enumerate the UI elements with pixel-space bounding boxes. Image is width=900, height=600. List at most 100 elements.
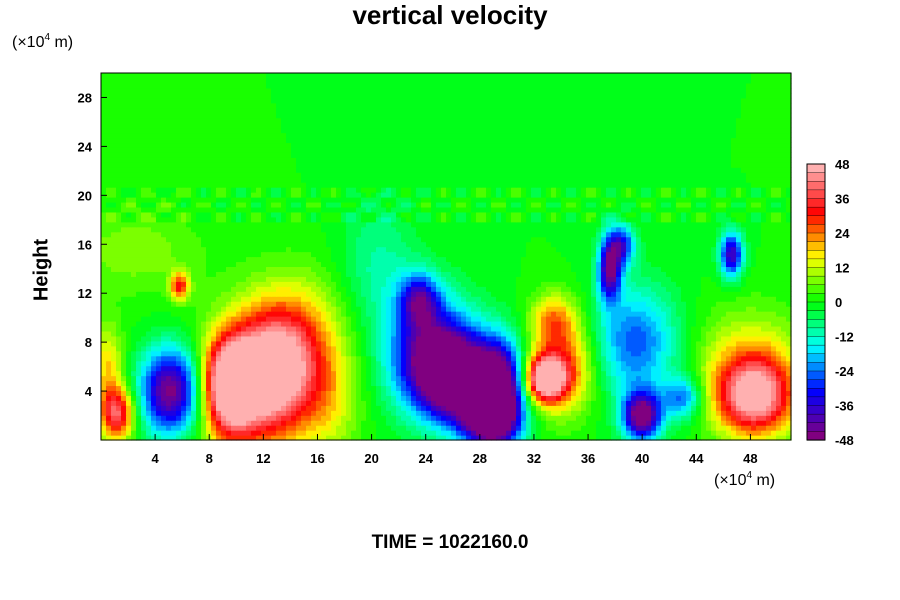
heatmap-cell (451, 281, 457, 287)
heatmap-cell (356, 410, 362, 416)
heatmap-cell (676, 370, 682, 377)
heatmap-cell (411, 435, 417, 441)
heatmap-cell (131, 296, 137, 302)
heatmap-cell (751, 276, 757, 282)
heatmap-cell (601, 325, 607, 332)
heatmap-cell (736, 311, 742, 317)
heatmap-cell (781, 291, 787, 297)
heatmap-cell (111, 271, 117, 277)
heatmap-cell (436, 345, 442, 352)
heatmap-cell (771, 296, 777, 302)
heatmap-cell (456, 316, 462, 322)
heatmap-cell (481, 385, 487, 392)
heatmap-cell (361, 375, 367, 382)
heatmap-cell (271, 360, 277, 367)
heatmap-cell (671, 316, 677, 322)
heatmap-cell (451, 400, 457, 406)
heatmap-cell (751, 380, 757, 387)
heatmap-cell (391, 375, 397, 382)
heatmap-cell (111, 330, 117, 337)
heatmap-cell (116, 405, 122, 411)
heatmap-cell (471, 375, 477, 382)
heatmap-cell (546, 435, 552, 441)
heatmap-cell (581, 425, 587, 431)
heatmap-cell (291, 335, 297, 342)
heatmap-cell (491, 345, 497, 352)
heatmap-cell (456, 360, 462, 367)
heatmap-cell (471, 365, 477, 372)
heatmap-cell (106, 360, 112, 367)
heatmap-cell (736, 286, 742, 292)
heatmap-cell (181, 256, 187, 263)
heatmap-cell (306, 380, 312, 387)
heatmap-cell (241, 281, 247, 287)
heatmap-cell (676, 281, 682, 287)
heatmap-cell (466, 271, 472, 277)
heatmap-cell (716, 276, 722, 282)
heatmap-cell (686, 365, 692, 372)
heatmap-cell (636, 316, 642, 322)
heatmap-cell (326, 430, 332, 436)
heatmap-cell (321, 266, 327, 272)
heatmap-cell (401, 271, 407, 277)
heatmap-cell (291, 291, 297, 297)
heatmap-cell (596, 291, 602, 297)
heatmap-cell (691, 271, 697, 277)
heatmap-cell (741, 281, 747, 287)
heatmap-cell (276, 281, 282, 287)
heatmap-cell (496, 350, 502, 357)
heatmap-cell (441, 335, 447, 342)
heatmap-cell (766, 281, 772, 287)
heatmap-cell (461, 296, 467, 302)
heatmap-cell (431, 261, 437, 268)
heatmap-cell (346, 430, 352, 436)
heatmap-cell (756, 325, 762, 332)
heatmap-cell (441, 271, 447, 277)
heatmap-cell (446, 325, 452, 332)
heatmap-cell (631, 311, 637, 317)
heatmap-cell (451, 266, 457, 272)
heatmap-cell (441, 340, 447, 347)
heatmap-cell (586, 365, 592, 372)
heatmap-cell (746, 271, 752, 277)
heatmap-cell (761, 355, 767, 362)
heatmap-cell (211, 430, 217, 436)
heatmap-cell (411, 316, 417, 322)
heatmap-cell (756, 380, 762, 387)
heatmap-cell (641, 325, 647, 332)
heatmap-cell (751, 306, 757, 312)
heatmap-cell (396, 435, 402, 441)
heatmap-cell (776, 375, 782, 382)
heatmap-cell (506, 335, 512, 342)
heatmap-cell (121, 365, 127, 372)
heatmap-cell (251, 400, 257, 406)
heatmap-cell (336, 276, 342, 282)
heatmap-cell (521, 301, 527, 307)
heatmap-cell (736, 301, 742, 307)
heatmap-cell (281, 400, 287, 406)
heatmap-cell (306, 365, 312, 372)
heatmap-cell (476, 296, 482, 302)
heatmap-cell (386, 261, 392, 268)
heatmap-cell (786, 325, 792, 332)
heatmap-cell (741, 276, 747, 282)
heatmap-cell (521, 271, 527, 277)
heatmap-cell (556, 340, 562, 347)
heatmap-cell (376, 355, 382, 362)
heatmap-cell (636, 311, 642, 317)
heatmap-cell (521, 291, 527, 297)
heatmap-cell (671, 296, 677, 302)
heatmap-cell (736, 325, 742, 332)
heatmap-cell (361, 296, 367, 302)
heatmap-cell (691, 390, 697, 396)
heatmap-cell (101, 301, 107, 307)
heatmap-cell (521, 420, 527, 426)
heatmap-cell (286, 370, 292, 377)
heatmap-cell (466, 276, 472, 282)
heatmap-cell (426, 425, 432, 431)
heatmap-cell (601, 316, 607, 322)
heatmap-cell (421, 410, 427, 416)
heatmap-cell (181, 410, 187, 416)
heatmap-cell (376, 385, 382, 392)
heatmap-cell (406, 286, 412, 292)
